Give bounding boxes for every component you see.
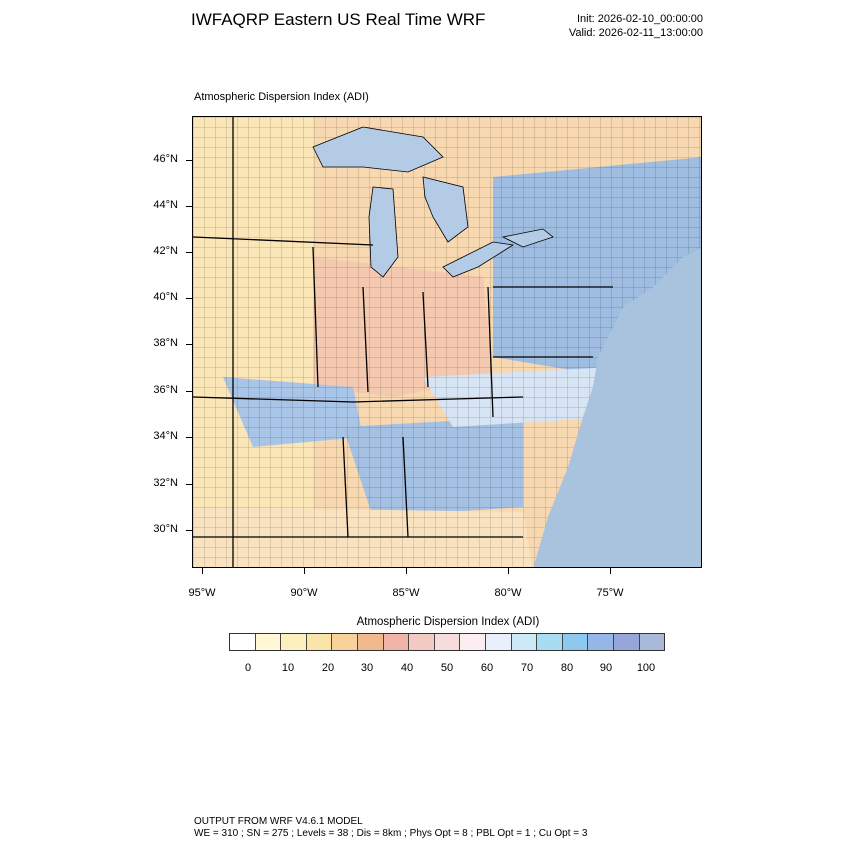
colorbar-label: 70 (520, 662, 534, 674)
lake-michigan (368, 186, 399, 278)
lat-label: 32°N (153, 477, 178, 489)
colorbar-swatch (562, 634, 589, 650)
map-subtitle: Atmospheric Dispersion Index (ADI) (194, 91, 369, 103)
colorbar-label: 0 (244, 662, 252, 674)
lon-label: 95°W (188, 587, 216, 599)
atlantic-ocean (533, 248, 701, 567)
lat-label: 30°N (153, 523, 178, 535)
colorbar-swatch (255, 634, 282, 650)
lat-tick (186, 206, 192, 207)
colorbar-swatch (230, 634, 256, 650)
colorbar-swatch (639, 634, 665, 650)
lon-tick (508, 568, 509, 574)
lon-label: 90°W (290, 587, 318, 599)
colorbar-label: 90 (599, 662, 613, 674)
lat-tick (186, 252, 192, 253)
lon-tick (406, 568, 407, 574)
colorbar-label: 30 (360, 662, 374, 674)
state-borders (193, 117, 613, 567)
colorbar-label: 20 (321, 662, 335, 674)
colorbar-swatch (409, 634, 435, 650)
lat-label: 42°N (153, 245, 178, 257)
lat-tick (186, 391, 192, 392)
lat-label: 38°N (153, 337, 178, 349)
lat-tick (186, 437, 192, 438)
colorbar-label: 50 (440, 662, 454, 674)
lon-label: 80°W (494, 587, 522, 599)
colorbar-swatch (434, 634, 461, 650)
valid-time: Valid: 2026-02-11_13:00:00 (568, 27, 703, 39)
lat-label: 44°N (153, 199, 178, 211)
colorbar-title: Atmospheric Dispersion Index (ADI) (356, 616, 540, 628)
colorbar-swatch (383, 634, 410, 650)
lake-ontario (501, 228, 554, 248)
lat-label: 36°N (153, 384, 178, 396)
lon-tick (304, 568, 305, 574)
colorbar-swatch (588, 634, 614, 650)
colorbar-label: 40 (400, 662, 414, 674)
map-canvas (193, 117, 701, 567)
lat-tick (186, 298, 192, 299)
colorbar-label: 60 (480, 662, 494, 674)
adi-map (192, 116, 702, 568)
plot-title: IWFAQRP Eastern US Real Time WRF (191, 10, 486, 29)
colorbar (229, 633, 665, 651)
lake-superior (312, 126, 444, 173)
lake-huron (422, 176, 469, 243)
model-info: OUTPUT FROM WRF V4.6.1 MODEL (194, 816, 363, 827)
colorbar-swatch (281, 634, 307, 650)
colorbar-label: 80 (560, 662, 574, 674)
lake-erie (442, 241, 515, 278)
lat-tick (186, 344, 192, 345)
colorbar-swatch (511, 634, 538, 650)
colorbar-label: 10 (281, 662, 295, 674)
lon-tick (202, 568, 203, 574)
colorbar-swatch (485, 634, 512, 650)
lat-tick (186, 484, 192, 485)
init-time: Init: 2026-02-10_00:00:00 (577, 13, 703, 25)
colorbar-label: 100 (636, 662, 656, 674)
colorbar-swatch (537, 634, 563, 650)
lat-label: 34°N (153, 430, 178, 442)
lat-tick (186, 160, 192, 161)
lon-tick (610, 568, 611, 574)
lat-tick (186, 530, 192, 531)
colorbar-swatch (306, 634, 333, 650)
lon-label: 85°W (392, 587, 420, 599)
lat-label: 40°N (153, 291, 178, 303)
colorbar-swatch (460, 634, 486, 650)
colorbar-swatch (332, 634, 358, 650)
lon-label: 75°W (596, 587, 624, 599)
colorbar-swatch (357, 634, 384, 650)
colorbar-swatch (613, 634, 640, 650)
model-params: WE = 310 ; SN = 275 ; Levels = 38 ; Dis … (194, 828, 588, 839)
lat-label: 46°N (153, 153, 178, 165)
